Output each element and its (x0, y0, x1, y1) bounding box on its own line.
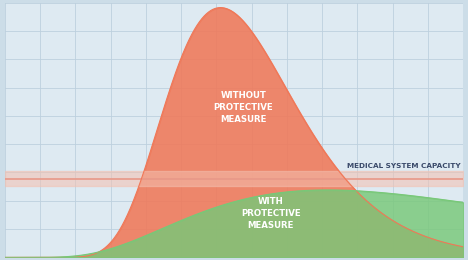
Text: MEDICAL SYSTEM CAPACITY: MEDICAL SYSTEM CAPACITY (347, 163, 461, 169)
Text: WITHOUT
PROTECTIVE
MEASURE: WITHOUT PROTECTIVE MEASURE (213, 91, 273, 124)
Text: WITH
PROTECTIVE
MEASURE: WITH PROTECTIVE MEASURE (241, 197, 300, 230)
